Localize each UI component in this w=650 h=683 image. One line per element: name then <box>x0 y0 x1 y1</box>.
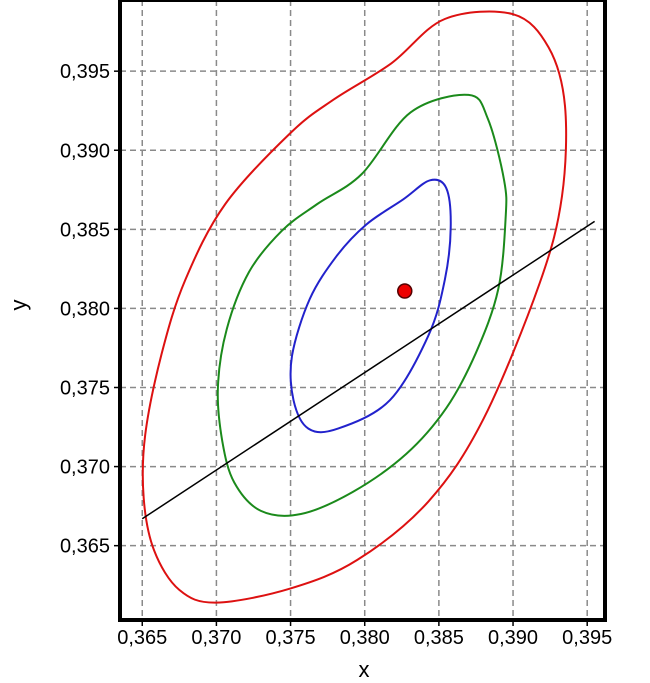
y-tick-label: 0,385 <box>60 219 110 241</box>
grid <box>114 0 605 626</box>
outer-ellipse <box>141 10 568 604</box>
regression-line <box>141 220 596 520</box>
inner-ellipse <box>289 178 452 434</box>
center-point <box>397 283 413 299</box>
plot-frame <box>118 0 607 622</box>
y-tick-label: 0,380 <box>60 298 110 320</box>
y-axis-title: y <box>6 300 31 311</box>
y-tick-label: 0,365 <box>60 536 110 558</box>
x-tick-label: 0,395 <box>562 627 612 649</box>
x-tick-labels: 0,365 0,370 0,375 0,380 0,385 0,390 0,395 <box>117 627 612 649</box>
y-tick-label: 0,395 <box>60 61 110 83</box>
x-tick-label: 0,385 <box>414 627 464 649</box>
plot-marks <box>141 10 596 604</box>
y-tick-labels: 0,365 0,370 0,375 0,380 0,385 0,390 0,395 <box>60 61 110 557</box>
y-tick-label: 0,375 <box>60 378 110 400</box>
middle-ellipse <box>216 93 508 517</box>
x-tick-label: 0,375 <box>266 627 316 649</box>
x-tick-label: 0,370 <box>191 627 241 649</box>
x-tick-label: 0,390 <box>488 627 538 649</box>
y-tick-label: 0,390 <box>60 140 110 162</box>
x-tick-label: 0,365 <box>117 627 167 649</box>
x-axis-title: x <box>359 657 370 682</box>
x-tick-label: 0,380 <box>340 627 390 649</box>
y-tick-label: 0,370 <box>60 457 110 479</box>
